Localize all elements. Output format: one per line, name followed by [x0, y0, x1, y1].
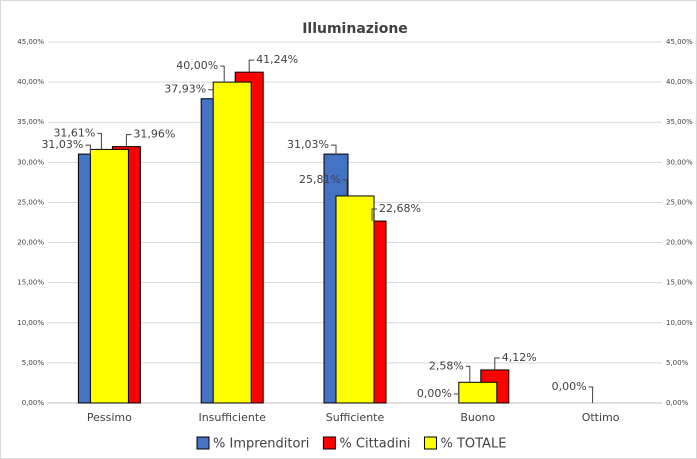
value-label: 31,03% [41, 138, 83, 151]
x-tick-label: Buono [460, 411, 495, 424]
leader-line [494, 357, 500, 370]
value-label: 31,96% [133, 128, 175, 141]
legend-swatch [423, 436, 437, 450]
y-tick-label: 45,00% [17, 38, 44, 46]
legend-swatch [322, 436, 336, 450]
y2-tick-label: 20,00% [666, 239, 693, 247]
x-tick-label: Ottimo [582, 411, 620, 424]
value-label: 31,03% [287, 138, 329, 151]
value-label: 40,00% [176, 59, 218, 72]
leader-line [248, 59, 255, 73]
legend-label: % Cittadini [339, 437, 410, 452]
y2-tick-label: 25,00% [666, 198, 693, 206]
value-label: 31,61% [53, 126, 95, 139]
chart-title: Illuminazione [302, 21, 408, 37]
y-tick-label: 20,00% [17, 239, 44, 247]
value-label: 2,58% [429, 359, 464, 372]
y2-tick-label: 40,00% [666, 78, 693, 86]
y2-tick-label: 30,00% [666, 158, 693, 166]
bar [458, 381, 498, 404]
leader-line [343, 179, 348, 196]
legend-label: % Imprenditori [213, 437, 309, 452]
x-tick-label: Pessimo [87, 411, 132, 424]
y-tick-label: 30,00% [17, 158, 44, 166]
leader-line [453, 393, 460, 403]
bar [335, 195, 375, 404]
y2-tick-label: 15,00% [666, 279, 693, 287]
leader-line [371, 208, 377, 222]
bar [89, 148, 129, 404]
value-label: 37,93% [164, 83, 206, 96]
leader-line [97, 132, 102, 150]
y-tick-label: 25,00% [17, 198, 44, 206]
leader-line [208, 89, 214, 99]
x-tick-label: Insufficiente [198, 411, 266, 424]
y2-tick-label: 5,00% [666, 359, 689, 367]
x-tick-label: Sufficiente [326, 411, 385, 424]
y-tick-label: 0,00% [22, 399, 45, 407]
value-label: 0,00% [417, 387, 452, 400]
leader-line [125, 134, 132, 147]
bar [212, 81, 252, 404]
y-tick-label: 5,00% [22, 359, 45, 367]
y2-tick-label: 45,00% [666, 38, 693, 46]
legend-label: % TOTALE [440, 437, 506, 452]
leader-line [220, 65, 225, 83]
y-tick-label: 40,00% [17, 78, 44, 86]
value-label: 4,12% [502, 351, 537, 364]
y2-tick-label: 10,00% [666, 319, 693, 327]
y2-tick-label: 0,00% [666, 399, 689, 407]
value-label: 41,24% [256, 53, 298, 66]
y-tick-label: 15,00% [17, 279, 44, 287]
value-label: 25,81% [299, 173, 341, 186]
y-tick-label: 10,00% [17, 319, 44, 327]
value-label: 22,68% [379, 202, 421, 215]
value-label: 0,00% [552, 380, 587, 393]
legend-swatch [196, 436, 210, 450]
leader-line [465, 365, 471, 383]
y-tick-label: 35,00% [17, 118, 44, 126]
leader-line [588, 386, 594, 403]
y2-tick-label: 35,00% [666, 118, 693, 126]
leader-line [331, 144, 337, 155]
leader-line [85, 144, 91, 155]
